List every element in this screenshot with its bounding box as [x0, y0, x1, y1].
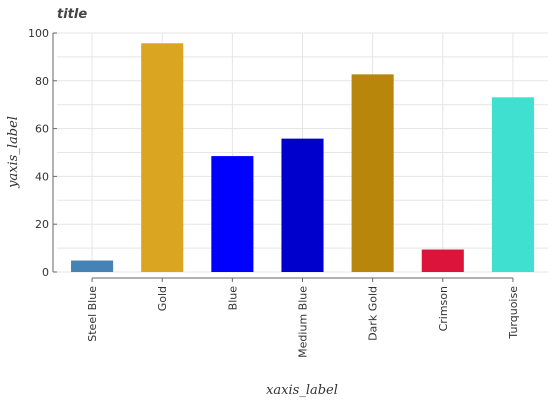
bar-dark-gold: [352, 74, 394, 272]
chart-title: title: [57, 7, 87, 22]
x-tick-label: Turquoise: [507, 286, 520, 340]
x-tick-label: Medium Blue: [297, 286, 310, 358]
y-tick-label: 60: [35, 123, 49, 136]
y-tick-label: 40: [35, 170, 49, 183]
y-tick-label: 20: [35, 218, 49, 231]
bar-gold: [141, 43, 183, 272]
bar-turquoise: [492, 97, 534, 272]
bar-blue: [211, 156, 253, 272]
bar-crimson: [422, 250, 464, 272]
x-axis-title: xaxis_label: [266, 383, 338, 398]
y-axis-title: yaxis_label: [6, 116, 21, 189]
x-tick-label: Steel Blue: [86, 286, 99, 342]
axis-layer: 0 20 40 60 80 100 Steel Blue Gold Blue Medium Blu…: [28, 27, 520, 358]
x-tick-label: Dark Gold: [367, 286, 380, 341]
x-tick-label: Gold: [156, 286, 169, 311]
bar-medium-blue: [281, 139, 323, 272]
bar-steel-blue: [71, 261, 113, 272]
x-tick-label: Crimson: [437, 286, 450, 331]
y-tick-label: 100: [28, 27, 49, 40]
y-tick-label: 80: [35, 75, 49, 88]
y-tick-label: 0: [42, 266, 49, 279]
x-tick-label: Blue: [226, 286, 239, 311]
